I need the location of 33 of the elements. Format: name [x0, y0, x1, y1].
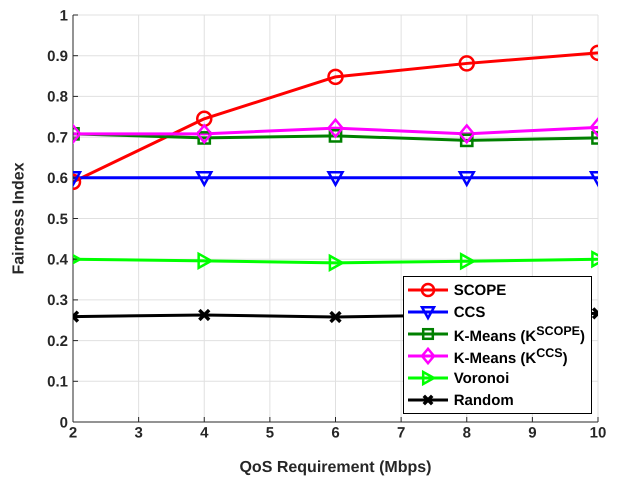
y-tick-label: 0: [60, 414, 68, 432]
point: [327, 118, 344, 138]
y-tick-label: 0.1: [47, 374, 68, 391]
legend-label: K-Means (K$^{CCS}$): [454, 346, 568, 366]
legend-label: K-Means (K$^{SCOPE}$): [454, 324, 585, 344]
x-tick-label: 8: [462, 424, 471, 442]
x-axis-title: QoS Requirement (Mbps): [239, 459, 432, 476]
x-tick-label: 5: [266, 424, 274, 442]
y-tick-label: 0.8: [47, 88, 68, 106]
y-tick-label: 0.7: [47, 129, 68, 146]
legend-label: Random: [454, 392, 514, 408]
x-tick-label: 9: [528, 424, 537, 442]
x-tick-label: 6: [331, 424, 340, 442]
point: [327, 68, 344, 86]
legend-label: CCS: [454, 304, 486, 320]
y-tick-label: 0.5: [47, 210, 68, 228]
legend-label: Voronoi: [454, 370, 510, 386]
x-tick-label: 10: [590, 424, 606, 442]
y-tick-label: 0.3: [47, 292, 68, 310]
x-tick-label: 4: [200, 424, 210, 442]
y-tick-label: 0.2: [47, 332, 68, 350]
y-tick-label: 0.6: [47, 170, 68, 188]
x-tick-label: 3: [134, 424, 143, 442]
x-tick-label: 7: [396, 424, 406, 442]
point: [197, 252, 212, 270]
point: [328, 254, 344, 272]
y-tick-label: 1: [60, 7, 68, 24]
y-tick-label: 0.4: [47, 252, 69, 269]
point: [327, 170, 344, 186]
y-tick-label: 0.9: [47, 48, 68, 66]
legend-label: SCOPE: [454, 282, 506, 298]
x-tick-label: 2: [68, 424, 78, 442]
y-axis-title: Fairness Index: [10, 162, 28, 275]
